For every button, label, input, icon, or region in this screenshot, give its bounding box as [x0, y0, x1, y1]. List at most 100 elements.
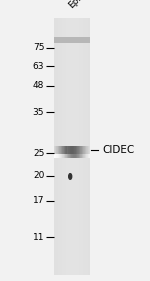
- Bar: [54, 37, 90, 43]
- Bar: [68, 154, 69, 158]
- Bar: [70, 154, 71, 158]
- Bar: [66, 154, 67, 158]
- Bar: [65, 18, 66, 275]
- Text: 35: 35: [33, 108, 44, 117]
- Bar: [83, 146, 84, 154]
- Bar: [88, 146, 89, 154]
- Bar: [81, 154, 82, 158]
- Bar: [65, 154, 66, 158]
- Bar: [86, 154, 87, 158]
- Bar: [72, 154, 73, 158]
- Bar: [82, 154, 83, 158]
- Bar: [77, 18, 78, 275]
- Bar: [62, 154, 63, 158]
- Bar: [58, 154, 59, 158]
- Bar: [85, 146, 86, 154]
- Bar: [54, 18, 90, 275]
- Bar: [83, 18, 84, 275]
- Bar: [61, 154, 62, 158]
- Bar: [82, 18, 83, 275]
- Bar: [56, 154, 57, 158]
- Text: 17: 17: [33, 196, 44, 205]
- Bar: [84, 154, 85, 158]
- Bar: [73, 18, 74, 275]
- Bar: [56, 146, 57, 154]
- Bar: [71, 154, 72, 158]
- Bar: [54, 154, 55, 158]
- Bar: [75, 146, 76, 154]
- Bar: [84, 18, 85, 275]
- Bar: [71, 146, 72, 154]
- Bar: [77, 154, 78, 158]
- Text: 48: 48: [33, 81, 44, 90]
- Bar: [82, 154, 83, 158]
- Bar: [77, 154, 78, 158]
- Bar: [55, 154, 56, 158]
- Text: Epididymis: Epididymis: [66, 0, 108, 10]
- Bar: [76, 146, 77, 154]
- Bar: [70, 18, 71, 275]
- Bar: [86, 18, 88, 275]
- Bar: [73, 154, 74, 158]
- Bar: [57, 146, 58, 154]
- Bar: [75, 154, 76, 158]
- Bar: [67, 154, 68, 158]
- Bar: [89, 18, 90, 275]
- Bar: [85, 154, 86, 158]
- Bar: [61, 146, 62, 154]
- Bar: [88, 18, 89, 275]
- Bar: [87, 154, 88, 158]
- Bar: [85, 154, 86, 158]
- Bar: [64, 146, 65, 154]
- Bar: [65, 146, 66, 154]
- Bar: [59, 154, 60, 158]
- Bar: [71, 18, 72, 275]
- Bar: [62, 146, 63, 154]
- Bar: [59, 154, 60, 158]
- Bar: [71, 154, 72, 158]
- Bar: [86, 154, 87, 158]
- Bar: [80, 18, 82, 275]
- Bar: [67, 154, 68, 158]
- Bar: [57, 154, 58, 158]
- Bar: [55, 146, 56, 154]
- Bar: [56, 18, 58, 275]
- Bar: [69, 154, 70, 158]
- Bar: [80, 154, 81, 158]
- Bar: [83, 154, 84, 158]
- Bar: [76, 154, 77, 158]
- Bar: [73, 154, 74, 158]
- Bar: [73, 146, 74, 154]
- Bar: [54, 146, 55, 154]
- Bar: [68, 146, 69, 154]
- Bar: [78, 154, 79, 158]
- Bar: [63, 146, 64, 154]
- Bar: [69, 146, 70, 154]
- Bar: [77, 146, 78, 154]
- Text: 20: 20: [33, 171, 44, 180]
- Bar: [78, 146, 79, 154]
- Bar: [89, 154, 90, 158]
- Bar: [72, 146, 73, 154]
- Bar: [89, 154, 90, 158]
- Bar: [80, 146, 81, 154]
- Bar: [68, 146, 69, 154]
- Bar: [83, 154, 84, 158]
- Bar: [85, 18, 86, 275]
- Bar: [59, 146, 60, 154]
- Bar: [64, 154, 65, 158]
- Bar: [79, 154, 80, 158]
- Bar: [80, 154, 81, 158]
- Bar: [79, 18, 80, 275]
- Bar: [68, 154, 69, 158]
- Bar: [88, 154, 89, 158]
- Bar: [74, 154, 75, 158]
- Bar: [67, 146, 68, 154]
- Bar: [62, 146, 63, 154]
- Text: 75: 75: [33, 43, 44, 52]
- Bar: [74, 18, 76, 275]
- Bar: [81, 146, 82, 154]
- Bar: [58, 18, 59, 275]
- Bar: [59, 146, 60, 154]
- Text: CIDEC: CIDEC: [102, 145, 134, 155]
